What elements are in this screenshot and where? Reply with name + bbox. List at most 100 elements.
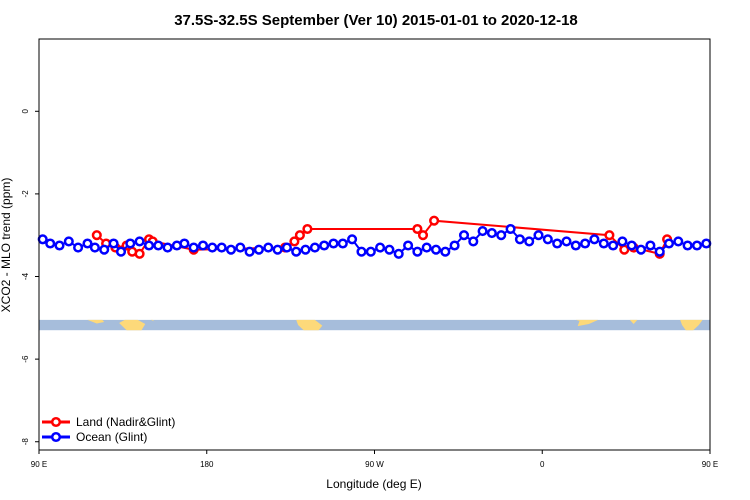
- legend-land-marker: [50, 416, 62, 428]
- data-point: [153, 240, 164, 251]
- series-1: [37, 223, 712, 259]
- x-tick-label: 90 E: [702, 460, 718, 469]
- legend: Land (Nadir&Glint) Ocean (Glint): [42, 415, 175, 444]
- data-point: [291, 246, 302, 257]
- data-point: [91, 230, 102, 241]
- data-point: [134, 248, 145, 259]
- data-point: [375, 242, 386, 253]
- data-point: [89, 242, 100, 253]
- land-shape-5: [629, 319, 638, 325]
- data-point: [617, 236, 628, 247]
- data-point: [99, 244, 110, 255]
- data-point: [225, 244, 237, 255]
- y-axis: 0 -2 -4 -6 -8: [21, 109, 39, 446]
- data-point: [162, 242, 173, 253]
- data-point: [45, 238, 56, 249]
- chart-title: 37.5S-32.5S September (Ver 10) 2015-01-0…: [174, 12, 578, 29]
- data-point: [589, 234, 600, 245]
- data-point: [302, 223, 313, 235]
- data-point: [430, 244, 442, 255]
- data-point: [533, 230, 544, 241]
- x-tick-label: 180: [200, 460, 214, 469]
- data-point: [347, 234, 358, 245]
- data-point: [691, 240, 703, 251]
- data-point: [356, 246, 367, 257]
- y-tick-label: -8: [21, 438, 30, 446]
- data-point: [365, 246, 376, 257]
- data-point: [134, 236, 145, 247]
- data-point: [393, 248, 404, 259]
- data-point: [673, 236, 684, 247]
- data-point: [645, 240, 656, 251]
- data-point: [37, 234, 48, 245]
- land-shape-6: [680, 319, 703, 331]
- data-point: [663, 238, 675, 249]
- data-point: [384, 244, 395, 255]
- x-tick-label: 90 W: [365, 460, 384, 469]
- data-point: [505, 223, 516, 235]
- data-point: [263, 242, 274, 253]
- data-point: [542, 234, 553, 245]
- data-point: [179, 238, 190, 249]
- x-tick-label: 0: [540, 460, 545, 469]
- data-point: [235, 242, 246, 253]
- data-point: [108, 238, 119, 249]
- series-layer: [37, 215, 712, 259]
- data-point: [440, 246, 451, 257]
- data-point: [514, 234, 525, 245]
- data-point: [580, 238, 591, 249]
- land-shape-4: [575, 319, 599, 327]
- data-point: [421, 242, 432, 253]
- data-point: [253, 244, 264, 255]
- data-point: [403, 240, 414, 251]
- data-point: [289, 236, 300, 247]
- land-shape-0: [87, 319, 105, 324]
- y-tick-label: -2: [21, 190, 30, 198]
- data-point: [486, 228, 497, 239]
- data-point: [143, 240, 155, 251]
- data-point: [477, 226, 488, 237]
- data-point: [272, 244, 283, 255]
- data-point: [682, 240, 693, 251]
- data-point: [417, 230, 429, 241]
- data-point: [300, 244, 311, 255]
- data-point: [552, 238, 563, 249]
- data-point: [412, 246, 423, 257]
- data-point: [524, 236, 535, 247]
- data-point: [125, 238, 136, 249]
- data-point: [604, 230, 615, 241]
- data-point: [429, 215, 440, 226]
- data-point: [468, 236, 479, 247]
- data-point: [207, 242, 218, 253]
- data-point: [319, 240, 330, 251]
- y-tick-label: -6: [21, 355, 30, 363]
- data-point: [598, 238, 609, 249]
- legend-land-label: Land (Nadir&Glint): [76, 415, 175, 429]
- y-axis-label: XCO2 - MLO trend (ppm): [0, 178, 13, 313]
- land-shape-3: [296, 319, 323, 331]
- data-point: [458, 230, 470, 241]
- data-point: [496, 230, 507, 241]
- land-shape-1: [119, 319, 146, 331]
- data-point: [197, 240, 209, 251]
- legend-ocean-marker: [50, 431, 62, 443]
- y-tick-label: -4: [21, 272, 30, 280]
- data-point: [328, 238, 339, 249]
- legend-ocean-label: Ocean (Glint): [76, 430, 147, 444]
- data-point: [337, 238, 348, 249]
- data-point: [309, 242, 320, 253]
- data-point: [701, 238, 712, 249]
- data-point: [626, 240, 637, 251]
- x-tick-label: 90 E: [31, 460, 47, 469]
- data-point: [82, 238, 93, 249]
- data-point: [561, 236, 572, 247]
- data-point: [188, 242, 199, 253]
- data-point: [73, 242, 84, 253]
- data-point: [54, 240, 65, 251]
- data-point: [244, 246, 255, 257]
- x-axis-label: Longitude (deg E): [326, 477, 421, 491]
- map-ocean: [39, 319, 710, 331]
- data-point: [570, 240, 581, 251]
- x-axis: 90 E 180 90 W 0 90 E: [31, 450, 718, 469]
